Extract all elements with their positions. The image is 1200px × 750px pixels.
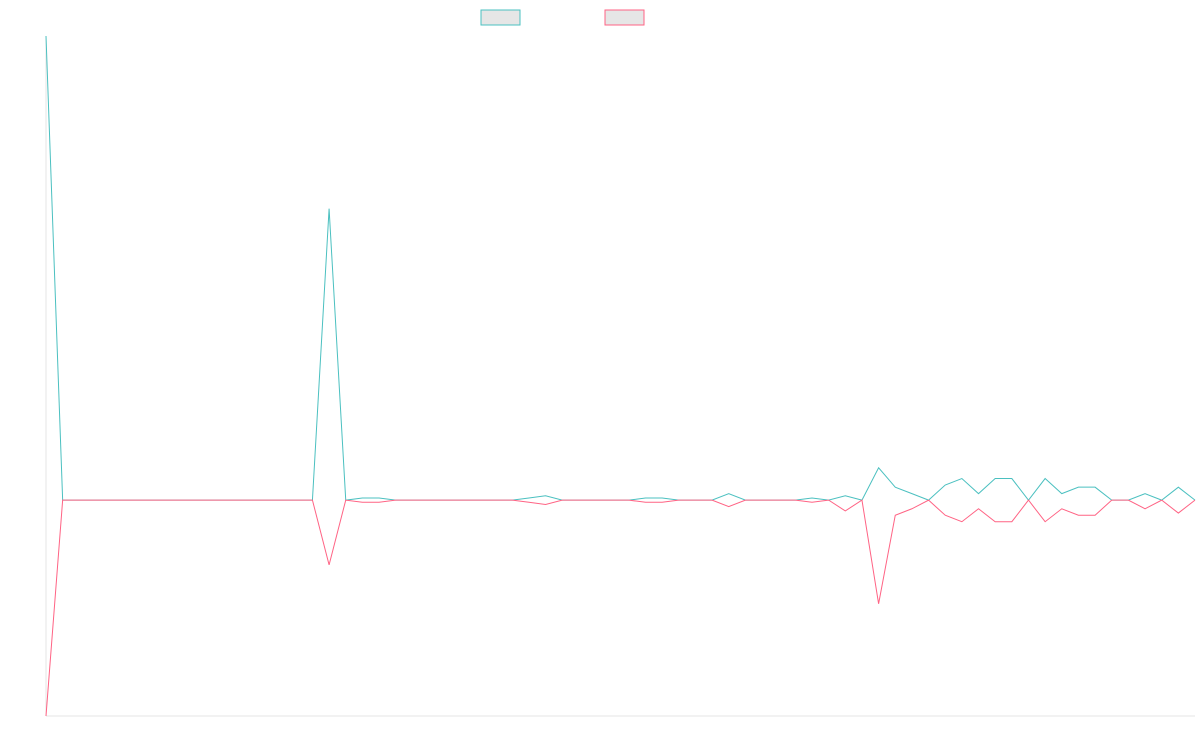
legend-swatch-series-b[interactable] [604, 9, 645, 26]
legend-swatch-series-a[interactable] [480, 9, 521, 26]
series-line-b [45, 499, 1196, 717]
series-layer [45, 35, 1196, 717]
series-line-a [45, 35, 1196, 501]
legend [480, 9, 645, 26]
